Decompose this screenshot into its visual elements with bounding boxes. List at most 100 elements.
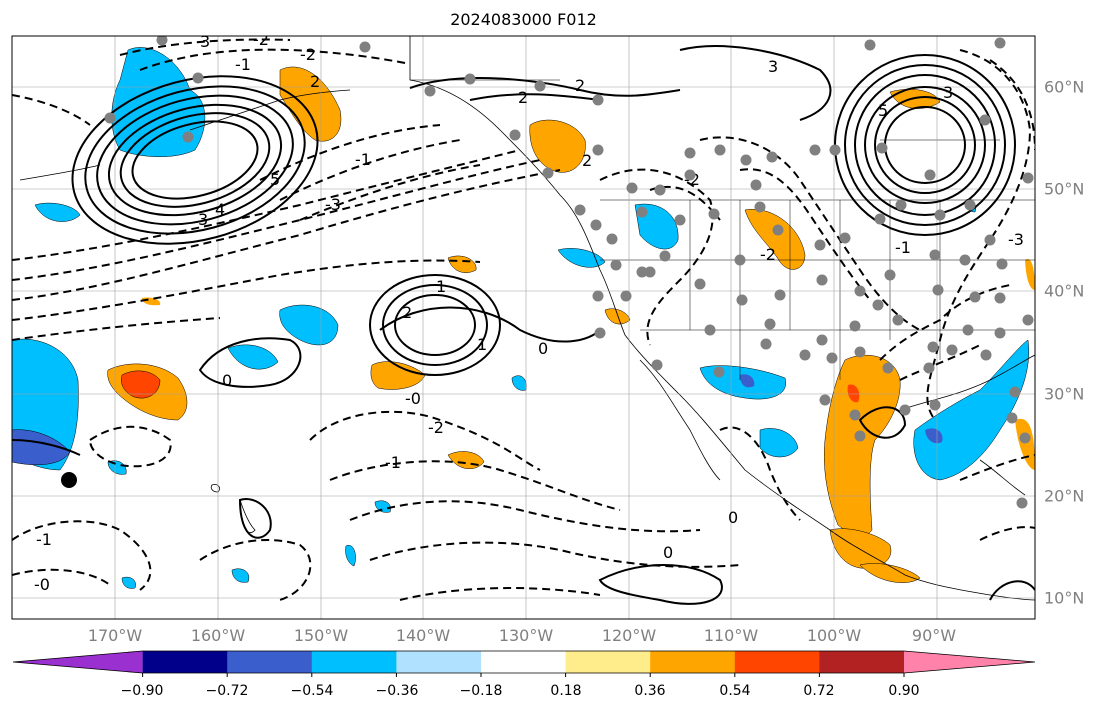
contour-label: 3	[198, 210, 208, 229]
lon-label: 170°W	[87, 626, 143, 645]
lon-label: 160°W	[190, 626, 246, 645]
station-dot	[104, 112, 116, 124]
station-dot	[684, 169, 696, 181]
contour-label: -0	[34, 575, 50, 594]
colorbar-tick-label: 0.36	[634, 683, 666, 699]
station-dot	[592, 144, 604, 156]
lat-label: 10°N	[1044, 588, 1085, 608]
station-dot	[849, 320, 861, 332]
colorbar	[12, 650, 1036, 677]
station-dot	[854, 346, 866, 358]
marker-dot	[61, 472, 77, 488]
station-dot	[760, 338, 772, 350]
lat-label: 50°N	[1044, 179, 1085, 199]
lon-label: 140°W	[395, 626, 451, 645]
contour-label: -2	[300, 45, 316, 64]
colorbar-segment	[311, 651, 397, 673]
station-dot	[899, 404, 911, 416]
colorbar-segment	[565, 651, 651, 673]
colorbar-tick-label: 0.54	[719, 683, 751, 699]
station-dot	[979, 114, 991, 126]
station-dot	[774, 289, 786, 301]
station-dot	[799, 349, 811, 361]
contour-label: 1	[477, 335, 487, 354]
contour-label: 0	[663, 543, 673, 562]
station-dot	[636, 206, 648, 218]
colorbar-segment	[142, 651, 228, 673]
station-dot	[772, 224, 784, 236]
contour-label: 2	[582, 151, 592, 170]
lat-label: 40°N	[1044, 281, 1085, 301]
station-dot	[1022, 172, 1034, 184]
station-dot	[674, 214, 686, 226]
station-dot	[826, 352, 838, 364]
lon-label: 90°W	[911, 626, 957, 645]
colorbar-segment	[481, 651, 567, 673]
contour-label: -1	[36, 530, 52, 549]
station-dot	[854, 285, 866, 297]
colorbar-segment	[650, 651, 736, 673]
station-dot	[734, 254, 746, 266]
station-dot	[651, 359, 663, 371]
station-dot	[359, 41, 371, 53]
lon-label: 100°W	[806, 626, 862, 645]
lon-label: 130°W	[498, 626, 554, 645]
station-dot	[542, 167, 554, 179]
station-dot	[819, 394, 831, 406]
contour-label: -1	[355, 150, 371, 169]
colorbar-tick-label: −0.36	[375, 683, 419, 699]
station-dot	[464, 73, 476, 85]
station-dot	[854, 430, 866, 442]
station-dot	[874, 213, 886, 225]
contour-label: 2	[310, 72, 320, 91]
station-dot	[1006, 412, 1018, 424]
colorbar-segment	[227, 651, 313, 673]
colorbar-tick-label: 0.90	[888, 683, 920, 699]
station-dot	[659, 250, 671, 262]
colorbar-extend-max	[904, 651, 1035, 673]
contour-label: -2	[428, 418, 444, 437]
station-dot	[594, 327, 606, 339]
station-dot	[626, 182, 638, 194]
station-dot	[895, 199, 907, 211]
station-dot	[924, 169, 936, 181]
station-dot	[1019, 432, 1031, 444]
station-dot	[816, 274, 828, 286]
station-dot	[864, 39, 876, 51]
contour-label: 4	[215, 200, 225, 219]
map-title: 2024083000 F012	[450, 10, 597, 29]
colorbar-extend-min	[13, 651, 143, 673]
station-dot	[610, 259, 622, 271]
colorbar-tick-label: −0.18	[459, 683, 503, 699]
station-dot	[946, 344, 958, 356]
station-dot	[934, 209, 946, 221]
lat-label: 30°N	[1044, 384, 1085, 404]
station-dot	[654, 184, 666, 196]
contour-label: 1	[436, 277, 446, 296]
station-dot	[574, 204, 586, 216]
colorbar-tick-label: −0.54	[290, 683, 334, 699]
contour-label: 0	[538, 339, 548, 358]
station-dot	[590, 219, 602, 231]
lat-label: 20°N	[1044, 486, 1085, 506]
contour-label: 3	[943, 83, 953, 102]
station-dot	[694, 278, 706, 290]
contour-label: 5	[270, 170, 280, 189]
lon-label: 110°W	[703, 626, 759, 645]
station-dot	[829, 144, 841, 156]
lon-label: 120°W	[601, 626, 657, 645]
map-frame	[11, 35, 1036, 620]
contour-label: -1	[895, 238, 911, 257]
station-dot	[876, 142, 888, 154]
station-dot	[1022, 314, 1034, 326]
solid-contours	[12, 45, 1035, 605]
station-dot	[713, 366, 725, 378]
contour-labels: -2 -1 -2 2 3 4 5 3 -1 -3 2 2 3 5 3 2 -2 …	[34, 36, 1024, 594]
colorbar-segment	[819, 651, 905, 673]
colorbar-tick-label: −0.72	[205, 683, 249, 699]
station-dot	[932, 284, 944, 296]
lat-label: 60°N	[1044, 77, 1085, 97]
station-dot	[996, 258, 1008, 270]
contour-label: -3	[325, 195, 341, 214]
station-dot	[192, 72, 204, 84]
